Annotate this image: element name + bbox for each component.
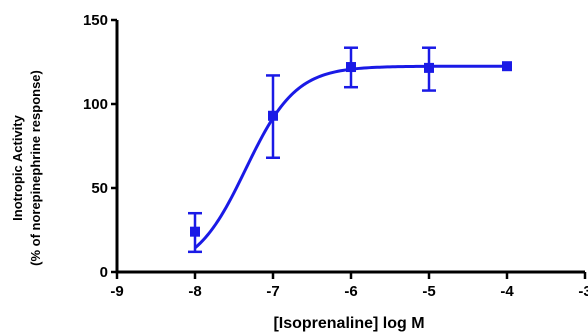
x-tick-label: -7 [266,283,279,300]
data-point [346,62,356,73]
data-point [424,62,434,73]
ticks: 0 50 100 150 -9 -8 -7 -6 -5 -4 -3 [83,12,588,300]
x-tick-label: -8 [188,283,201,300]
x-axis-title: [Isoprenaline] log M [273,315,424,332]
x-tick-label: -9 [110,283,123,300]
fit-curve [194,64,507,250]
y-axis-title: Inotropic Activity (% of norepinephrine … [10,70,43,266]
y-axis-title-line-2: (% of norepinephrine response) [28,70,43,266]
y-tick-label: 0 [100,264,108,281]
data-point [268,110,278,121]
y-axis-title-line-1: Inotropic Activity [10,114,25,220]
fit-curve-layer [194,64,507,250]
y-tick-label: 150 [83,12,108,29]
data-markers [190,61,512,237]
x-tick-label: -5 [422,283,435,300]
x-tick-label: -3 [578,283,588,300]
x-tick-label: -4 [500,283,514,300]
data-point [502,61,512,72]
y-tick-label: 100 [83,96,108,113]
x-tick-label: -6 [344,283,357,300]
y-tick-label: 50 [91,180,108,197]
data-point [190,226,200,237]
